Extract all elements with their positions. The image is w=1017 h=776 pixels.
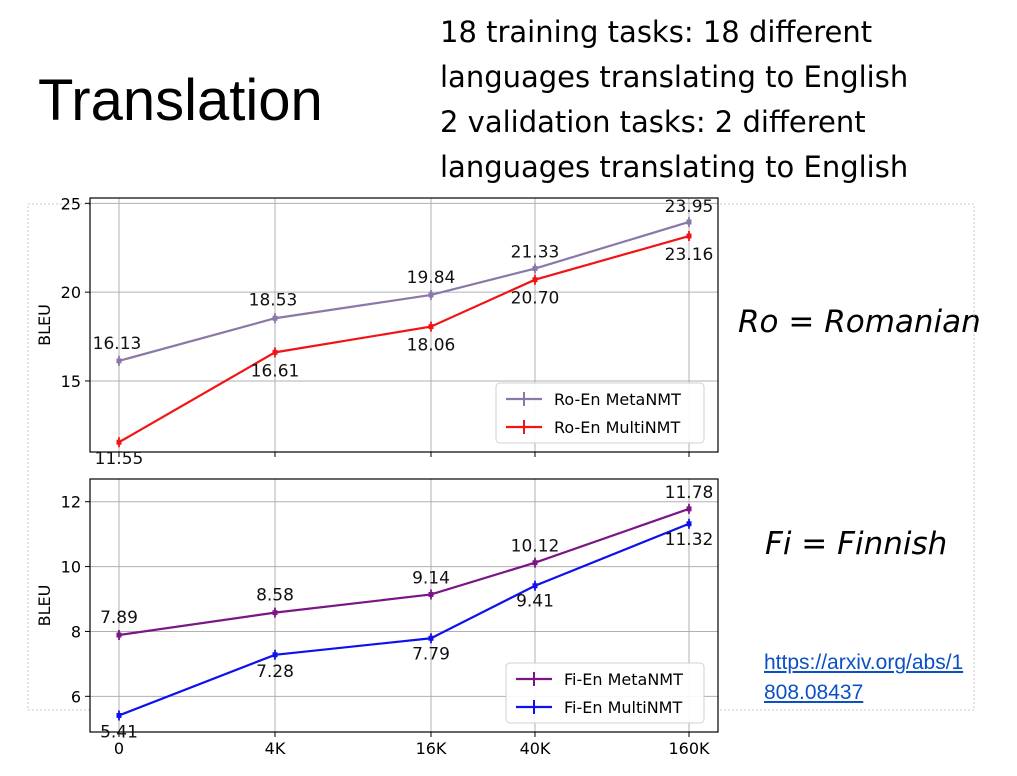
legend-label: Ro-En MultiNMT bbox=[554, 418, 680, 437]
legend-box bbox=[495, 382, 705, 444]
y-tick-label: 12 bbox=[61, 493, 81, 512]
data-label: 18.06 bbox=[407, 336, 456, 356]
data-label: 5.41 bbox=[100, 722, 138, 742]
data-label: 10.12 bbox=[511, 537, 560, 557]
y-axis-label: BLEU bbox=[35, 304, 54, 346]
axes-frame bbox=[89, 197, 719, 453]
data-point bbox=[428, 324, 434, 330]
x-tick-label: 40K bbox=[520, 739, 551, 758]
data-point bbox=[428, 635, 434, 641]
x-tick-label: 16K bbox=[416, 739, 447, 758]
data-label: 23.16 bbox=[665, 245, 714, 265]
data-point bbox=[272, 652, 278, 658]
data-label: 18.53 bbox=[249, 290, 298, 310]
ro-en-chart: 15 20 25 BLEU 16.13 18.53 19.84 21.33 23.95 11.55… bbox=[35, 194, 719, 469]
legend-label: Fi-En MultiNMT bbox=[564, 698, 682, 717]
data-point bbox=[272, 610, 278, 616]
data-point bbox=[272, 349, 278, 355]
info-line: 18 training tasks: 18 different bbox=[440, 15, 873, 49]
data-point bbox=[532, 560, 538, 566]
y-tick-label: 10 bbox=[61, 558, 81, 577]
data-label: 21.33 bbox=[511, 243, 560, 263]
data-label: 9.41 bbox=[516, 592, 554, 612]
y-tick-label: 6 bbox=[71, 687, 81, 706]
data-label: 20.70 bbox=[511, 289, 560, 309]
info-line: languages translating to English bbox=[440, 150, 909, 184]
y-axis-label: BLEU bbox=[35, 585, 54, 627]
data-label: 7.28 bbox=[256, 662, 294, 682]
legend-label: Fi-En MetaNMT bbox=[564, 670, 683, 689]
data-point bbox=[532, 583, 538, 589]
data-point bbox=[532, 266, 538, 272]
data-point bbox=[116, 632, 122, 638]
data-point bbox=[272, 315, 278, 321]
data-point bbox=[686, 521, 692, 527]
legend-label: Ro-En MetaNMT bbox=[554, 390, 681, 409]
x-tick-label: 4K bbox=[265, 739, 286, 758]
data-label: 16.61 bbox=[251, 361, 300, 381]
legend-box bbox=[505, 662, 705, 724]
data-point bbox=[686, 506, 692, 512]
data-label: 7.79 bbox=[412, 644, 450, 664]
data-point bbox=[532, 277, 538, 283]
data-point bbox=[428, 591, 434, 597]
fi-en-chart: 6 8 10 12 0 4K 16K 40K 160K BLEU 7.89 8.58 9.14 10.12… bbox=[35, 478, 719, 758]
data-label: 16.13 bbox=[93, 334, 142, 354]
data-label: 11.78 bbox=[665, 483, 714, 503]
data-point bbox=[428, 292, 434, 298]
data-label: 23.95 bbox=[665, 197, 714, 217]
axes-frame bbox=[89, 478, 719, 733]
task-description: 18 training tasks: 18 different language… bbox=[440, 10, 908, 190]
data-label: 8.58 bbox=[256, 586, 294, 606]
info-line: languages translating to English bbox=[440, 60, 909, 94]
y-tick-label: 25 bbox=[61, 194, 81, 213]
y-tick-label: 8 bbox=[71, 622, 81, 641]
y-tick-label: 20 bbox=[61, 283, 81, 302]
slide-title: Translation bbox=[38, 68, 323, 133]
data-label: 11.55 bbox=[95, 449, 144, 469]
data-point bbox=[116, 439, 122, 445]
info-line: 2 validation tasks: 2 different bbox=[440, 105, 866, 139]
data-point bbox=[116, 712, 122, 718]
finnish-note: Fi = Finnish bbox=[765, 526, 948, 562]
y-tick-label: 15 bbox=[61, 372, 81, 391]
data-label: 11.32 bbox=[665, 530, 714, 550]
data-label: 7.89 bbox=[100, 608, 138, 628]
arxiv-link[interactable]: https://arxiv.org/abs/1808.08437 bbox=[764, 651, 964, 704]
data-point bbox=[686, 219, 692, 225]
data-point bbox=[116, 358, 122, 364]
romanian-note: Ro = Romanian bbox=[738, 304, 981, 340]
data-label: 19.84 bbox=[407, 268, 456, 288]
data-label: 9.14 bbox=[412, 568, 450, 588]
x-tick-label: 0 bbox=[114, 739, 124, 758]
data-point bbox=[686, 233, 692, 239]
x-tick-label: 160K bbox=[668, 739, 710, 758]
